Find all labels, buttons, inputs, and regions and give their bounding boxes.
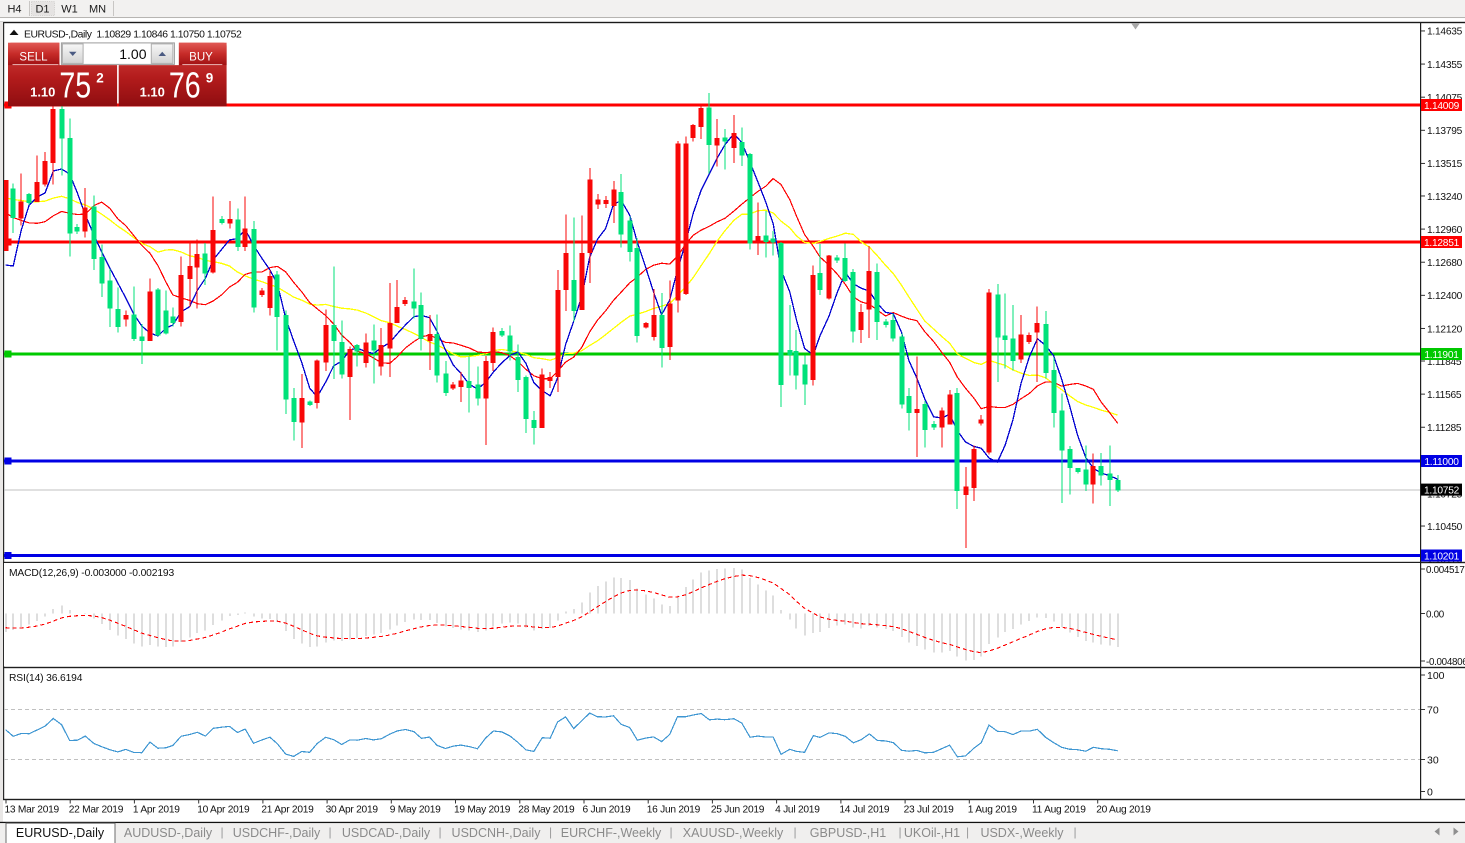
svg-text:20 Aug 2019: 20 Aug 2019	[1096, 805, 1151, 816]
svg-text:10 Apr 2019: 10 Apr 2019	[197, 805, 250, 816]
svg-text:H4: H4	[7, 4, 21, 16]
svg-text:14 Jul 2019: 14 Jul 2019	[839, 805, 890, 816]
svg-text:1.13515: 1.13515	[1427, 159, 1463, 170]
svg-text:|: |	[793, 825, 796, 839]
svg-text:|: |	[438, 825, 441, 839]
svg-text:70: 70	[1427, 704, 1439, 716]
svg-text:|: |	[1073, 825, 1076, 839]
svg-text:4 Jul 2019: 4 Jul 2019	[775, 805, 820, 816]
svg-text:30: 30	[1427, 754, 1439, 766]
svg-text:1.00: 1.00	[119, 46, 146, 62]
svg-text:|: |	[966, 825, 969, 839]
svg-text:MN: MN	[89, 4, 106, 16]
svg-text:0: 0	[1427, 786, 1433, 798]
svg-text:0.004517: 0.004517	[1426, 565, 1464, 576]
svg-text:AUDUSD-,Daily: AUDUSD-,Daily	[124, 826, 213, 840]
svg-text:0.00: 0.00	[1426, 609, 1445, 620]
svg-text:|: |	[669, 825, 672, 839]
svg-text:EURUSD-,Daily 1.10829 1.10846: EURUSD-,Daily 1.10829 1.10846 1.10750 1.…	[24, 30, 242, 41]
svg-text:1.14075: 1.14075	[1427, 93, 1463, 104]
svg-text:EURCHF-,Weekly: EURCHF-,Weekly	[561, 826, 662, 840]
svg-text:1.10: 1.10	[140, 85, 165, 100]
svg-text:USDCAD-,Daily: USDCAD-,Daily	[342, 826, 431, 840]
svg-text:|: |	[220, 825, 223, 839]
svg-text:EURUSD-,Daily: EURUSD-,Daily	[16, 826, 105, 840]
svg-text:25 Jun 2019: 25 Jun 2019	[711, 805, 765, 816]
svg-text:USDCNH-,Daily: USDCNH-,Daily	[452, 826, 542, 840]
svg-text:13 Mar 2019: 13 Mar 2019	[5, 805, 60, 816]
svg-text:22 Mar 2019: 22 Mar 2019	[69, 805, 124, 816]
svg-text:1 Apr 2019: 1 Apr 2019	[133, 805, 180, 816]
svg-text:1.13795: 1.13795	[1427, 126, 1463, 137]
svg-text:RSI(14) 36.6194: RSI(14) 36.6194	[9, 673, 83, 684]
svg-text:1.11000: 1.11000	[1424, 457, 1459, 468]
svg-text:9 May 2019: 9 May 2019	[390, 805, 441, 816]
svg-text:1.12851: 1.12851	[1424, 238, 1460, 249]
svg-text:1.12400: 1.12400	[1427, 291, 1463, 302]
svg-text:MACD(12,26,9) -0.003000 -0.002: MACD(12,26,9) -0.003000 -0.002193	[9, 568, 174, 579]
svg-text:100: 100	[1427, 670, 1445, 682]
svg-text:1.13240: 1.13240	[1427, 192, 1463, 203]
svg-text:1.10: 1.10	[30, 85, 55, 100]
svg-text:SELL: SELL	[19, 52, 48, 64]
svg-text:9: 9	[206, 70, 214, 85]
svg-text:1.11901: 1.11901	[1424, 350, 1459, 361]
svg-text:75: 75	[59, 64, 91, 105]
svg-text:1.12120: 1.12120	[1427, 324, 1463, 335]
svg-text:1.11285: 1.11285	[1427, 423, 1462, 434]
svg-text:1.14355: 1.14355	[1427, 60, 1463, 71]
svg-text:16 Jun 2019: 16 Jun 2019	[647, 805, 701, 816]
svg-text:2: 2	[96, 70, 104, 85]
svg-text:1.10752: 1.10752	[1424, 485, 1460, 496]
svg-text:1.12960: 1.12960	[1427, 225, 1463, 236]
svg-text:6 Jun 2019: 6 Jun 2019	[583, 805, 631, 816]
svg-text:1 Aug 2019: 1 Aug 2019	[968, 805, 1018, 816]
svg-text:21 Apr 2019: 21 Apr 2019	[261, 805, 314, 816]
svg-text:1.12680: 1.12680	[1427, 258, 1463, 269]
svg-text:1.11565: 1.11565	[1427, 390, 1462, 401]
svg-text:1.14009: 1.14009	[1424, 101, 1460, 112]
svg-text:1.10450: 1.10450	[1427, 522, 1463, 533]
svg-text:|: |	[328, 825, 331, 839]
svg-text:1.11845: 1.11845	[1427, 357, 1462, 368]
svg-text:XAUUSD-,Weekly: XAUUSD-,Weekly	[683, 826, 784, 840]
svg-text:23 Jul 2019: 23 Jul 2019	[904, 805, 955, 816]
svg-text:11 Aug 2019: 11 Aug 2019	[1032, 805, 1086, 816]
svg-text:1.14635: 1.14635	[1427, 27, 1463, 38]
svg-text:|: |	[549, 825, 552, 839]
svg-text:UKOil-,H1: UKOil-,H1	[904, 826, 960, 840]
svg-text:28 May 2019: 28 May 2019	[518, 805, 575, 816]
svg-text:30 Apr 2019: 30 Apr 2019	[326, 805, 379, 816]
svg-text:-0.004806: -0.004806	[1426, 657, 1465, 668]
svg-text:1.10201: 1.10201	[1424, 551, 1460, 562]
svg-text:W1: W1	[61, 4, 78, 16]
svg-text:USDCHF-,Daily: USDCHF-,Daily	[233, 826, 321, 840]
svg-text:BUY: BUY	[189, 52, 213, 64]
svg-text:|: |	[898, 825, 901, 839]
svg-text:D1: D1	[35, 4, 49, 16]
svg-text:USDX-,Weekly: USDX-,Weekly	[980, 826, 1064, 840]
svg-text:76: 76	[169, 64, 201, 105]
svg-text:19 May 2019: 19 May 2019	[454, 805, 511, 816]
svg-text:GBPUSD-,H1: GBPUSD-,H1	[810, 826, 886, 840]
